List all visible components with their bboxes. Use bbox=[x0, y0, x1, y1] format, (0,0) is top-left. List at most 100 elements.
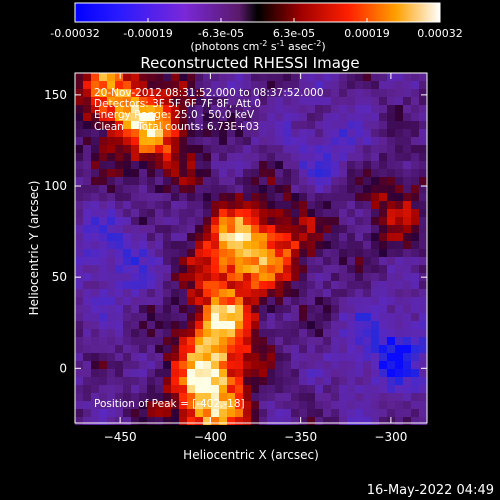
heatmap-cell bbox=[387, 321, 395, 329]
heatmap-cell bbox=[395, 225, 403, 233]
heatmap-cell bbox=[139, 249, 147, 257]
heatmap-cell bbox=[155, 145, 163, 153]
colorbar bbox=[74, 2, 441, 23]
heatmap-cell bbox=[371, 321, 379, 329]
heatmap-cell bbox=[363, 377, 371, 385]
heatmap-cell bbox=[75, 225, 83, 233]
heatmap-cell bbox=[211, 273, 219, 281]
heatmap-cell bbox=[379, 121, 387, 129]
heatmap-cell bbox=[235, 241, 243, 249]
heatmap-cell bbox=[379, 129, 387, 137]
heatmap-cell bbox=[139, 417, 147, 425]
heatmap-cell bbox=[171, 345, 179, 353]
heatmap-cell bbox=[419, 73, 427, 81]
heatmap-cell bbox=[283, 385, 291, 393]
heatmap-cell bbox=[395, 337, 403, 345]
heatmap-cell bbox=[323, 89, 331, 97]
heatmap-cell bbox=[227, 409, 235, 417]
heatmap-cell bbox=[91, 345, 99, 353]
heatmap-cell bbox=[147, 169, 155, 177]
heatmap-cell bbox=[395, 353, 403, 361]
heatmap-cell bbox=[267, 105, 275, 113]
heatmap-cell bbox=[147, 417, 155, 425]
heatmap-cell bbox=[219, 121, 227, 129]
heatmap-cell bbox=[371, 353, 379, 361]
heatmap-cell bbox=[331, 353, 339, 361]
heatmap-cell bbox=[99, 409, 107, 417]
heatmap-cell bbox=[163, 345, 171, 353]
heatmap-cell bbox=[235, 313, 243, 321]
heatmap-cell bbox=[323, 177, 331, 185]
heatmap-cell bbox=[123, 105, 131, 113]
heatmap-cell bbox=[283, 225, 291, 233]
heatmap-cell bbox=[83, 353, 91, 361]
heatmap-cell bbox=[299, 361, 307, 369]
heatmap-cell bbox=[171, 129, 179, 137]
heatmap-cell bbox=[171, 209, 179, 217]
heatmap-cell bbox=[115, 313, 123, 321]
heatmap-cell bbox=[259, 73, 267, 81]
heatmap-cell bbox=[211, 265, 219, 273]
heatmap-cell bbox=[139, 361, 147, 369]
heatmap-cell bbox=[83, 185, 91, 193]
heatmap-cell bbox=[355, 129, 363, 137]
heatmap-cell bbox=[355, 185, 363, 193]
heatmap-cell bbox=[419, 329, 427, 337]
heatmap-cell bbox=[323, 209, 331, 217]
heatmap-cell bbox=[75, 137, 83, 145]
heatmap-cell bbox=[251, 129, 259, 137]
colorbar-tick-label: 6.3e-05 bbox=[273, 27, 315, 40]
heatmap-cell bbox=[251, 89, 259, 97]
heatmap-cell bbox=[363, 329, 371, 337]
heatmap-cell bbox=[147, 201, 155, 209]
heatmap-cell bbox=[355, 337, 363, 345]
heatmap-cell bbox=[123, 233, 131, 241]
heatmap-cell bbox=[123, 321, 131, 329]
heatmap-cell bbox=[155, 289, 163, 297]
heatmap-cell bbox=[395, 361, 403, 369]
heatmap-cell bbox=[331, 145, 339, 153]
heatmap-cell bbox=[83, 113, 91, 121]
heatmap-cell bbox=[139, 217, 147, 225]
heatmap-cell bbox=[339, 153, 347, 161]
heatmap-cell bbox=[315, 305, 323, 313]
heatmap-cell bbox=[355, 209, 363, 217]
heatmap-cell bbox=[75, 417, 83, 425]
heatmap-cell bbox=[283, 369, 291, 377]
heatmap-cell bbox=[91, 257, 99, 265]
heatmap-cell bbox=[307, 233, 315, 241]
heatmap-cell bbox=[139, 409, 147, 417]
heatmap-cell bbox=[211, 217, 219, 225]
heatmap-cell bbox=[219, 257, 227, 265]
heatmap-cell bbox=[131, 313, 139, 321]
heatmap-cell bbox=[115, 257, 123, 265]
heatmap-cell bbox=[163, 289, 171, 297]
heatmap-cell bbox=[235, 249, 243, 257]
heatmap-cell bbox=[419, 97, 427, 105]
heatmap-cell bbox=[195, 401, 203, 409]
heatmap-cell bbox=[403, 225, 411, 233]
heatmap-cell bbox=[307, 145, 315, 153]
heatmap-cell bbox=[243, 385, 251, 393]
heatmap-cell bbox=[363, 137, 371, 145]
heatmap-cell bbox=[299, 329, 307, 337]
heatmap-cell bbox=[411, 161, 419, 169]
heatmap-cell bbox=[259, 273, 267, 281]
heatmap-cell bbox=[139, 193, 147, 201]
heatmap-cell bbox=[203, 385, 211, 393]
heatmap-cell bbox=[259, 113, 267, 121]
heatmap-cell bbox=[379, 177, 387, 185]
heatmap-cell bbox=[371, 377, 379, 385]
heatmap-cell bbox=[331, 369, 339, 377]
heatmap-cell bbox=[347, 113, 355, 121]
heatmap-cell bbox=[331, 281, 339, 289]
heatmap-cell bbox=[411, 393, 419, 401]
heatmap-cell bbox=[331, 121, 339, 129]
heatmap-cell bbox=[227, 281, 235, 289]
heatmap-cell bbox=[203, 129, 211, 137]
heatmap-cell bbox=[267, 401, 275, 409]
heatmap-cell bbox=[243, 401, 251, 409]
heatmap-cell bbox=[155, 177, 163, 185]
heatmap-cell bbox=[339, 393, 347, 401]
heatmap-cell bbox=[307, 249, 315, 257]
